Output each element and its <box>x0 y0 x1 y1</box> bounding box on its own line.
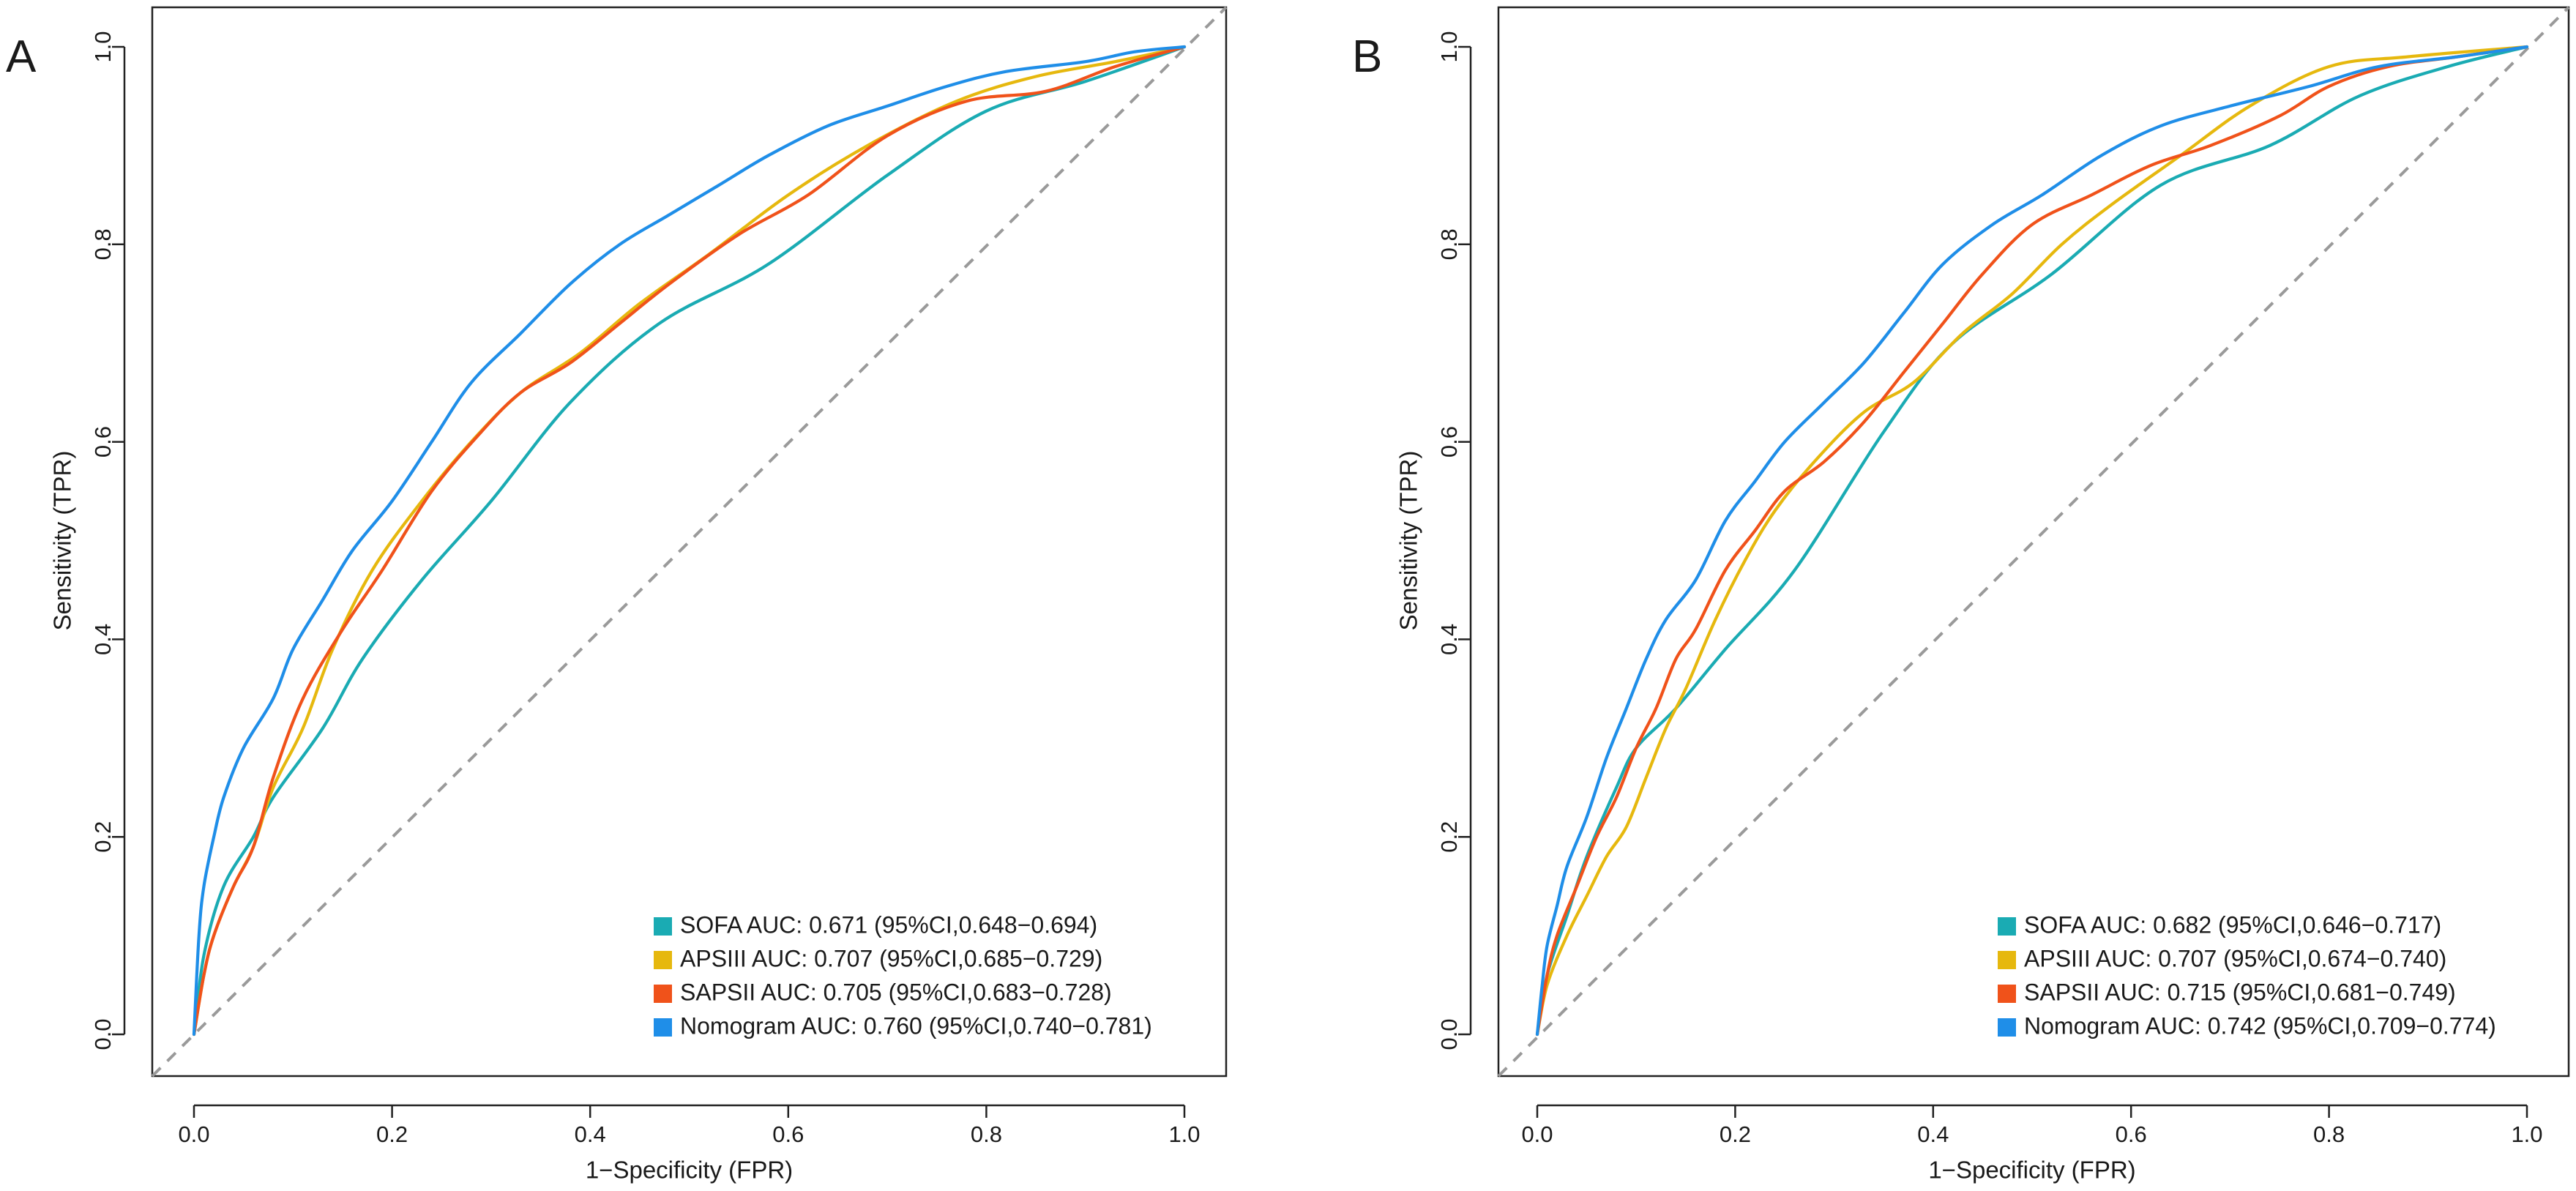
x-tick-label: 0.6 <box>772 1121 804 1147</box>
roc-curve-sofa <box>192 45 1187 1037</box>
y-tick-label: 0.4 <box>90 624 116 655</box>
x-tick-label: 0.4 <box>1917 1121 1949 1147</box>
reference-diagonal-line <box>1497 6 2570 1078</box>
roc-panel-b: B 0.0 0.2 0.4 0.6 0.8 1.0 1−Specificity (FPR) 0.… <box>1352 6 2570 1184</box>
x-tick-label: 0.0 <box>178 1121 209 1147</box>
y-tick-label: 0.8 <box>1436 228 1462 260</box>
x-axis-label: 1−Specificity (FPR) <box>1928 1157 2135 1184</box>
legend-label-sofa: SOFA AUC: 0.671 (95%CI,0.648−0.694) <box>680 911 1097 938</box>
y-tick-label: 0.0 <box>90 1018 116 1050</box>
y-tick-label: 0.6 <box>1436 426 1462 458</box>
x-tick-label: 0.2 <box>376 1121 408 1147</box>
roc-curve-nomogram <box>1535 45 2529 1037</box>
legend: SOFA AUC: 0.682 (95%CI,0.646−0.717) APSII… <box>1998 911 2496 1039</box>
legend-label-apsiii: APSIII AUC: 0.707 (95%CI,0.674−0.740) <box>2024 945 2446 971</box>
roc-curve-sapsii <box>192 45 1187 1037</box>
legend-label-sapsii: SAPSII AUC: 0.705 (95%CI,0.683−0.728) <box>680 979 1112 1005</box>
x-tick-label: 0.6 <box>2116 1121 2147 1147</box>
legend-label-nomogram: Nomogram AUC: 0.742 (95%CI,0.709−0.774) <box>2024 1012 2496 1039</box>
plot-frame <box>1497 6 2570 1078</box>
legend-swatch-nomogram <box>1998 1018 2016 1037</box>
y-axis-label: Sensitivity (TPR) <box>1395 451 1422 631</box>
reference-diagonal-line <box>151 6 1228 1078</box>
legend-swatch-sofa <box>1998 917 2016 936</box>
roc-curve-sapsii <box>1535 45 2529 1037</box>
legend-label-apsiii: APSIII AUC: 0.707 (95%CI,0.685−0.729) <box>680 945 1102 971</box>
roc-curve-nomogram <box>192 45 1187 1037</box>
x-axis-label: 1−Specificity (FPR) <box>586 1157 793 1184</box>
y-tick-label: 0.8 <box>90 228 116 260</box>
roc-curve-sofa <box>1535 45 2529 1037</box>
roc-curve-apsiii <box>1535 45 2529 1037</box>
legend-swatch-nomogram <box>654 1018 672 1037</box>
x-tick-label: 1.0 <box>1168 1121 1200 1147</box>
x-tick-label: 0.8 <box>971 1121 1002 1147</box>
x-tick-label: 0.8 <box>2313 1121 2345 1147</box>
y-tick-label: 0.2 <box>90 821 116 853</box>
legend: SOFA AUC: 0.671 (95%CI,0.648−0.694) APSII… <box>654 911 1152 1039</box>
y-tick-label: 0.0 <box>1436 1018 1462 1050</box>
x-tick-label: 0.0 <box>1521 1121 1553 1147</box>
x-tick-label: 0.4 <box>575 1121 606 1147</box>
panel-label: B <box>1352 31 1382 82</box>
legend-label-sofa: SOFA AUC: 0.682 (95%CI,0.646−0.717) <box>2024 911 2441 938</box>
y-tick-label: 0.2 <box>1436 821 1462 853</box>
y-axis-label: Sensitivity (TPR) <box>49 451 76 631</box>
legend-swatch-sapsii <box>654 985 672 1003</box>
panel-label: A <box>6 31 37 82</box>
y-tick-label: 1.0 <box>1436 31 1462 62</box>
plot-frame <box>151 6 1228 1078</box>
y-tick-label: 0.4 <box>1436 624 1462 655</box>
legend-swatch-apsiii <box>654 951 672 969</box>
legend-swatch-sapsii <box>1998 985 2016 1003</box>
legend-swatch-sofa <box>654 917 672 936</box>
roc-panel-a: A 0.0 0.2 0.4 0.6 0.8 1.0 1−Specificity (FPR) 0.… <box>6 6 1228 1184</box>
legend-label-sapsii: SAPSII AUC: 0.715 (95%CI,0.681−0.749) <box>2024 979 2456 1005</box>
legend-label-nomogram: Nomogram AUC: 0.760 (95%CI,0.740−0.781) <box>680 1012 1152 1039</box>
legend-swatch-apsiii <box>1998 951 2016 969</box>
x-tick-label: 1.0 <box>2511 1121 2542 1147</box>
roc-curve-apsiii <box>192 45 1187 1037</box>
y-tick-label: 1.0 <box>90 31 116 62</box>
x-tick-label: 0.2 <box>1720 1121 1751 1147</box>
y-tick-label: 0.6 <box>90 426 116 458</box>
